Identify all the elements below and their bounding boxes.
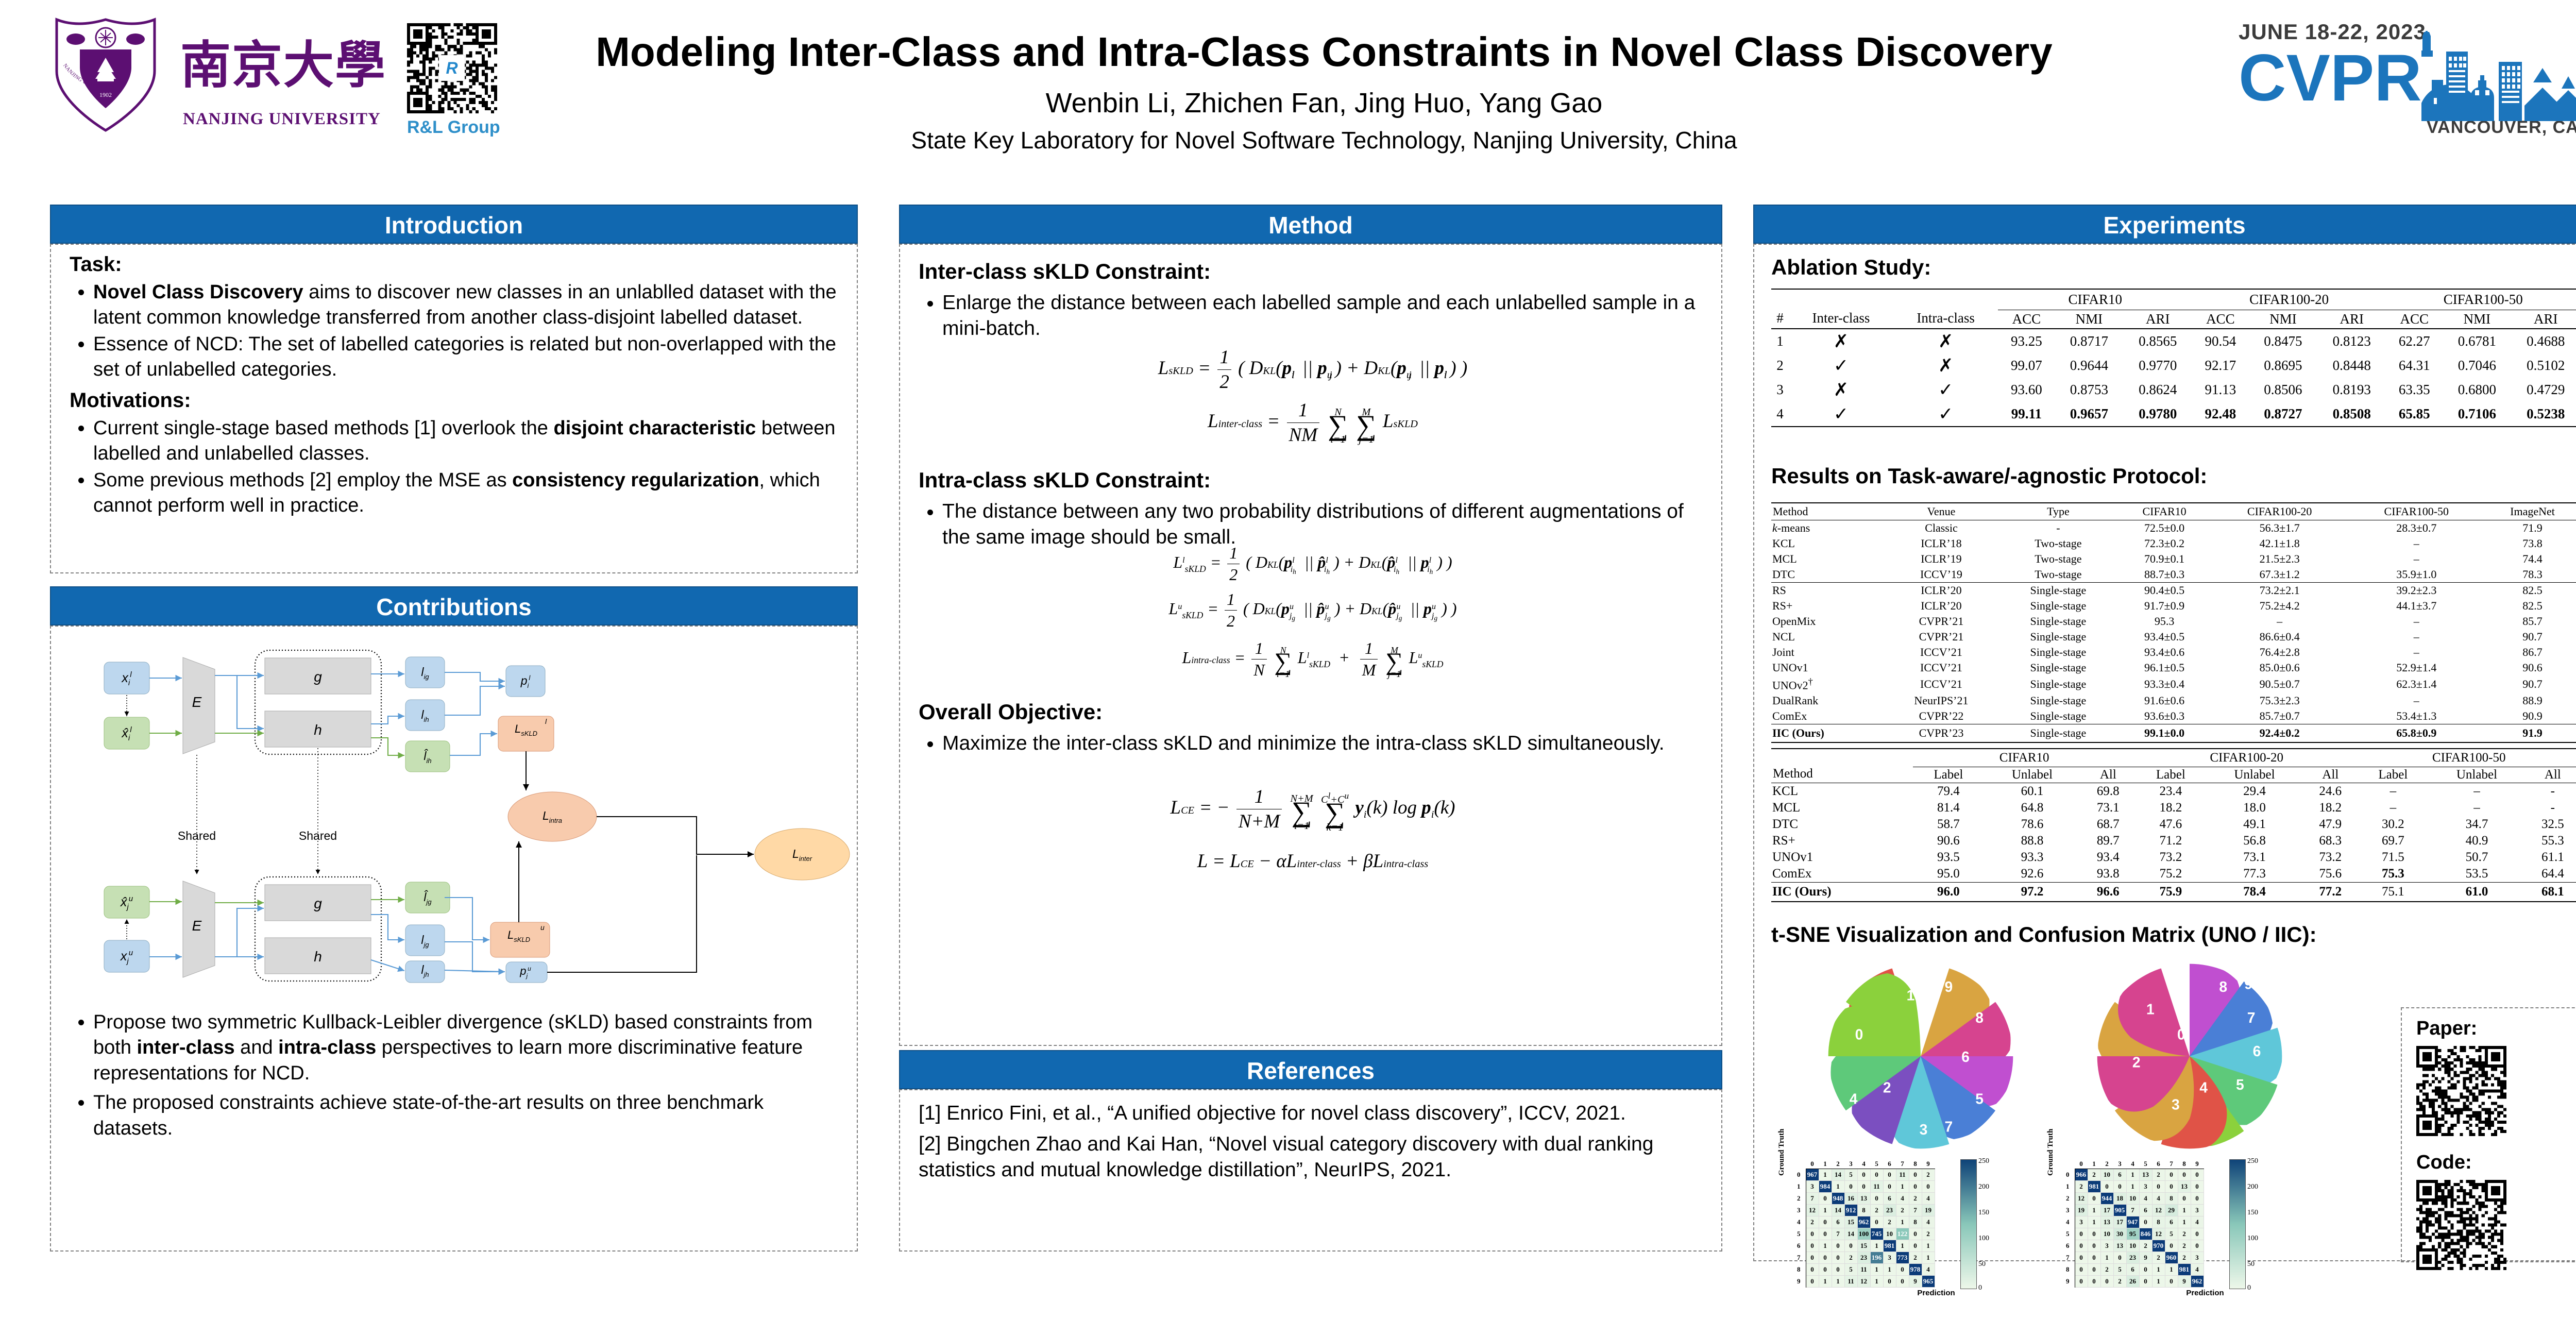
svg-text:8: 8 xyxy=(2219,978,2227,995)
svg-text:9: 9 xyxy=(2244,976,2252,992)
svg-text:E: E xyxy=(192,694,202,710)
svg-text:6: 6 xyxy=(1961,1049,1970,1065)
svg-text:h: h xyxy=(314,722,322,738)
svg-text:1: 1 xyxy=(2146,1001,2155,1017)
svg-text:1: 1 xyxy=(1907,987,1915,1003)
svg-text:u: u xyxy=(540,923,545,932)
svg-text:2: 2 xyxy=(1883,1079,1891,1096)
svg-text:7: 7 xyxy=(1944,1119,1953,1135)
svg-text:5: 5 xyxy=(1975,1090,1984,1107)
svg-text:4: 4 xyxy=(1850,1090,1858,1107)
svg-text:7: 7 xyxy=(2247,1009,2256,1026)
svg-text:g: g xyxy=(314,669,322,685)
svg-text:0: 0 xyxy=(2177,1026,2185,1042)
svg-text:E: E xyxy=(192,918,202,934)
svg-text:2: 2 xyxy=(2132,1054,2141,1071)
svg-text:4: 4 xyxy=(2199,1079,2208,1096)
svg-text:1902: 1902 xyxy=(99,91,112,98)
svg-text:h: h xyxy=(314,949,322,965)
svg-text:0: 0 xyxy=(1855,1026,1863,1042)
svg-text:3: 3 xyxy=(2172,1096,2180,1112)
svg-text:Shared: Shared xyxy=(178,829,216,842)
svg-text:6: 6 xyxy=(2253,1043,2261,1059)
svg-text:5: 5 xyxy=(2236,1076,2244,1093)
svg-text:8: 8 xyxy=(1975,1009,1984,1026)
svg-text:9: 9 xyxy=(1944,978,1953,995)
svg-text:Shared: Shared xyxy=(299,829,337,842)
svg-text:3: 3 xyxy=(1920,1121,1928,1138)
svg-text:g: g xyxy=(314,895,322,911)
